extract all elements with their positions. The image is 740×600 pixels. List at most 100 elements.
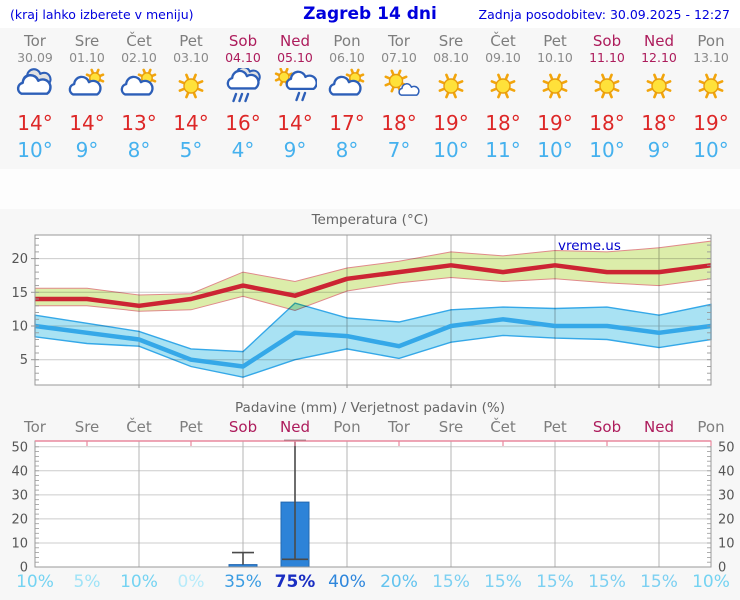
day-weather-icon <box>585 66 629 110</box>
precip-probability: 35% <box>224 572 262 592</box>
precip-probability: 15% <box>536 572 574 592</box>
svg-text:40: 40 <box>718 464 735 479</box>
svg-text:50: 50 <box>718 440 735 455</box>
day-min-temp: 10° <box>17 138 53 162</box>
sun-icon <box>178 73 204 99</box>
vreme-watermark-link[interactable]: vreme.us <box>558 238 621 254</box>
day-weather-icon <box>377 66 421 110</box>
precip-probability: 15% <box>588 572 626 592</box>
day-min-temp: 11° <box>485 138 521 162</box>
day-min-temp: 9° <box>283 138 307 162</box>
day-weather-icon <box>481 66 525 110</box>
sun-cloud-icon <box>120 68 157 96</box>
temperature-chart-title: Temperatura (°C) <box>311 212 429 228</box>
svg-text:10: 10 <box>11 537 28 552</box>
precip-probability: 0% <box>177 572 205 592</box>
precip-day-label: Pon <box>697 418 725 436</box>
day-max-temp: 13° <box>121 111 157 135</box>
day-date: 13.10 <box>693 50 729 65</box>
precip-day-label: Tor <box>24 418 46 436</box>
day-weather-icon <box>169 66 213 110</box>
day-column: Ned 05.10 14° 9° <box>269 33 321 164</box>
day-date: 09.10 <box>485 50 521 65</box>
precip-day-label: Pet <box>179 418 203 436</box>
day-weather-icon <box>13 66 57 110</box>
temperature-chart: 5 10 15 20 vreme.us <box>11 234 712 388</box>
day-max-temp: 18° <box>485 111 521 135</box>
precip-day-label: Ned <box>644 418 674 436</box>
day-name: Tor <box>388 32 410 50</box>
precip-probability: 20% <box>380 572 418 592</box>
day-date: 30.09 <box>17 50 53 65</box>
day-max-temp: 14° <box>277 111 313 135</box>
day-min-temp: 5° <box>179 138 203 162</box>
day-min-temp: 9° <box>647 138 671 162</box>
sun-rain-icon <box>274 68 317 102</box>
day-date: 11.10 <box>589 50 625 65</box>
svg-text:30: 30 <box>11 488 28 503</box>
svg-text:5: 5 <box>20 353 28 368</box>
day-date: 06.10 <box>329 50 365 65</box>
day-name: Pet <box>543 32 567 50</box>
sun-cloud-icon <box>328 68 365 96</box>
day-column: Tor 30.09 14° 10° <box>9 33 61 164</box>
day-name: Čet <box>490 32 516 50</box>
day-min-temp: 8° <box>127 138 151 162</box>
day-weather-icon <box>325 66 369 110</box>
precip-day-label: Sob <box>228 418 258 436</box>
day-column: Pon 13.10 19° 10° <box>685 33 737 164</box>
precip-probability: 75% <box>274 572 316 592</box>
day-column: Sob 04.10 16° 4° <box>217 33 269 164</box>
day-min-temp: 10° <box>589 138 625 162</box>
day-date: 04.10 <box>225 50 261 65</box>
day-max-temp: 17° <box>329 111 365 135</box>
precip-probability: 10% <box>16 572 54 592</box>
day-max-temp: 14° <box>17 111 53 135</box>
day-column: Pet 10.10 19° 10° <box>529 33 581 164</box>
day-max-temp: 14° <box>173 111 209 135</box>
precip-day-label: Pon <box>333 418 361 436</box>
svg-text:10: 10 <box>11 320 28 335</box>
svg-text:0: 0 <box>718 561 726 574</box>
day-max-temp: 16° <box>225 111 261 135</box>
day-name: Ned <box>644 32 674 50</box>
day-weather-icon <box>221 66 265 110</box>
precip-probability: 15% <box>484 572 522 592</box>
precip-day-label: Tor <box>388 418 410 436</box>
day-max-temp: 19° <box>693 111 729 135</box>
day-weather-icon <box>65 66 109 110</box>
precip-probability: 10% <box>120 572 158 592</box>
sun-icon <box>646 73 672 99</box>
day-weather-icon <box>689 66 733 110</box>
day-column: Sob 11.10 18° 10° <box>581 33 633 164</box>
sun-cloud-icon <box>68 68 105 96</box>
sun-icon <box>594 73 620 99</box>
precip-day-label: Pet <box>543 418 567 436</box>
svg-text:20: 20 <box>11 512 28 527</box>
svg-text:20: 20 <box>11 252 28 267</box>
day-max-temp: 19° <box>537 111 573 135</box>
day-date: 01.10 <box>69 50 105 65</box>
day-weather-icon <box>429 66 473 110</box>
sun-icon <box>490 73 516 99</box>
day-name: Sob <box>228 32 258 50</box>
precip-probability: 40% <box>328 572 366 592</box>
precip-probability: 15% <box>640 572 678 592</box>
day-name: Sob <box>592 32 622 50</box>
day-date: 12.10 <box>641 50 677 65</box>
day-name: Sre <box>438 32 464 50</box>
day-date: 08.10 <box>433 50 469 65</box>
day-column: Pon 06.10 17° 8° <box>321 33 373 164</box>
svg-text:15: 15 <box>11 286 28 301</box>
day-max-temp: 14° <box>69 111 105 135</box>
day-max-temp: 18° <box>381 111 417 135</box>
day-min-temp: 7° <box>387 138 411 162</box>
day-max-temp: 19° <box>433 111 469 135</box>
day-max-temp: 18° <box>589 111 625 135</box>
precip-probability-row: 10% 5% 10% 0% 35% 75% 40% 20% 15% 15% 15% 15% 15% 10% <box>9 573 737 593</box>
day-column: Čet 02.10 13° 8° <box>113 33 165 164</box>
day-column: Pet 03.10 14° 5° <box>165 33 217 164</box>
precip-day-label: Ned <box>280 418 310 436</box>
svg-text:20: 20 <box>718 512 735 527</box>
day-name: Tor <box>24 32 46 50</box>
